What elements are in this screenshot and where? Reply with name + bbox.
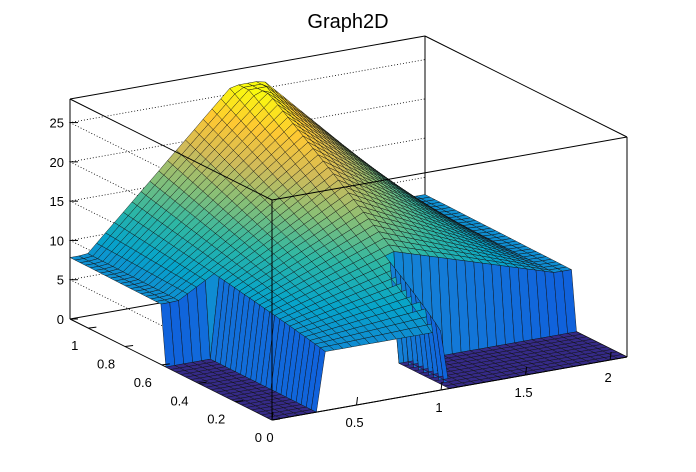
y-tick-mark-0.8 (125, 345, 134, 348)
axis-frame-front (69, 98, 628, 421)
x-tick-label-1: 1 (435, 400, 442, 415)
x-tick-label-2: 2 (604, 370, 611, 385)
frame-edge-front-4 (271, 356, 628, 421)
y-tick-mark-0 (271, 418, 281, 421)
x-tick-label-1.5: 1.5 (515, 385, 533, 400)
surface-plot (69, 81, 628, 421)
x-tick-mark-0 (271, 411, 274, 421)
y-tick-mark-0.6 (161, 363, 170, 366)
x-tick-mark-2 (609, 351, 612, 361)
x-tick-label-0.5: 0.5 (345, 415, 363, 430)
z-tick-label-15: 15 (50, 194, 64, 209)
y-tick-mark-0.4 (198, 381, 207, 384)
x-tick-label-0: 0 (266, 430, 273, 445)
z-tick-label-25: 25 (50, 116, 64, 131)
frame-edge-front-2 (271, 136, 628, 201)
x-tick-mark-1 (440, 381, 443, 391)
z-tick-label-0: 0 (57, 312, 64, 327)
x-tick-mark-0.5 (356, 396, 359, 406)
z-tick-label-20: 20 (50, 155, 64, 170)
y-tick-mark-0.2 (235, 400, 244, 403)
y-tick-label-0.2: 0.2 (207, 412, 225, 427)
z-tick-label-5: 5 (57, 273, 64, 288)
chart-title: Graph2D (307, 11, 388, 33)
x-tick-mark-1.5 (525, 366, 528, 376)
y-tick-mark-1 (88, 326, 97, 329)
y-tick-label-0.8: 0.8 (97, 357, 115, 372)
y-tick-label-0.4: 0.4 (170, 393, 188, 408)
frame-edge-back-4 (69, 35, 426, 100)
y-tick-label-0: 0 (255, 430, 262, 445)
y-tick-label-1: 1 (71, 338, 78, 353)
z-tick-label-10: 10 (50, 233, 64, 248)
frame-edge-back-5 (424, 35, 628, 138)
frame-edge-front-3 (69, 98, 273, 201)
y-tick-label-0.6: 0.6 (134, 375, 152, 390)
